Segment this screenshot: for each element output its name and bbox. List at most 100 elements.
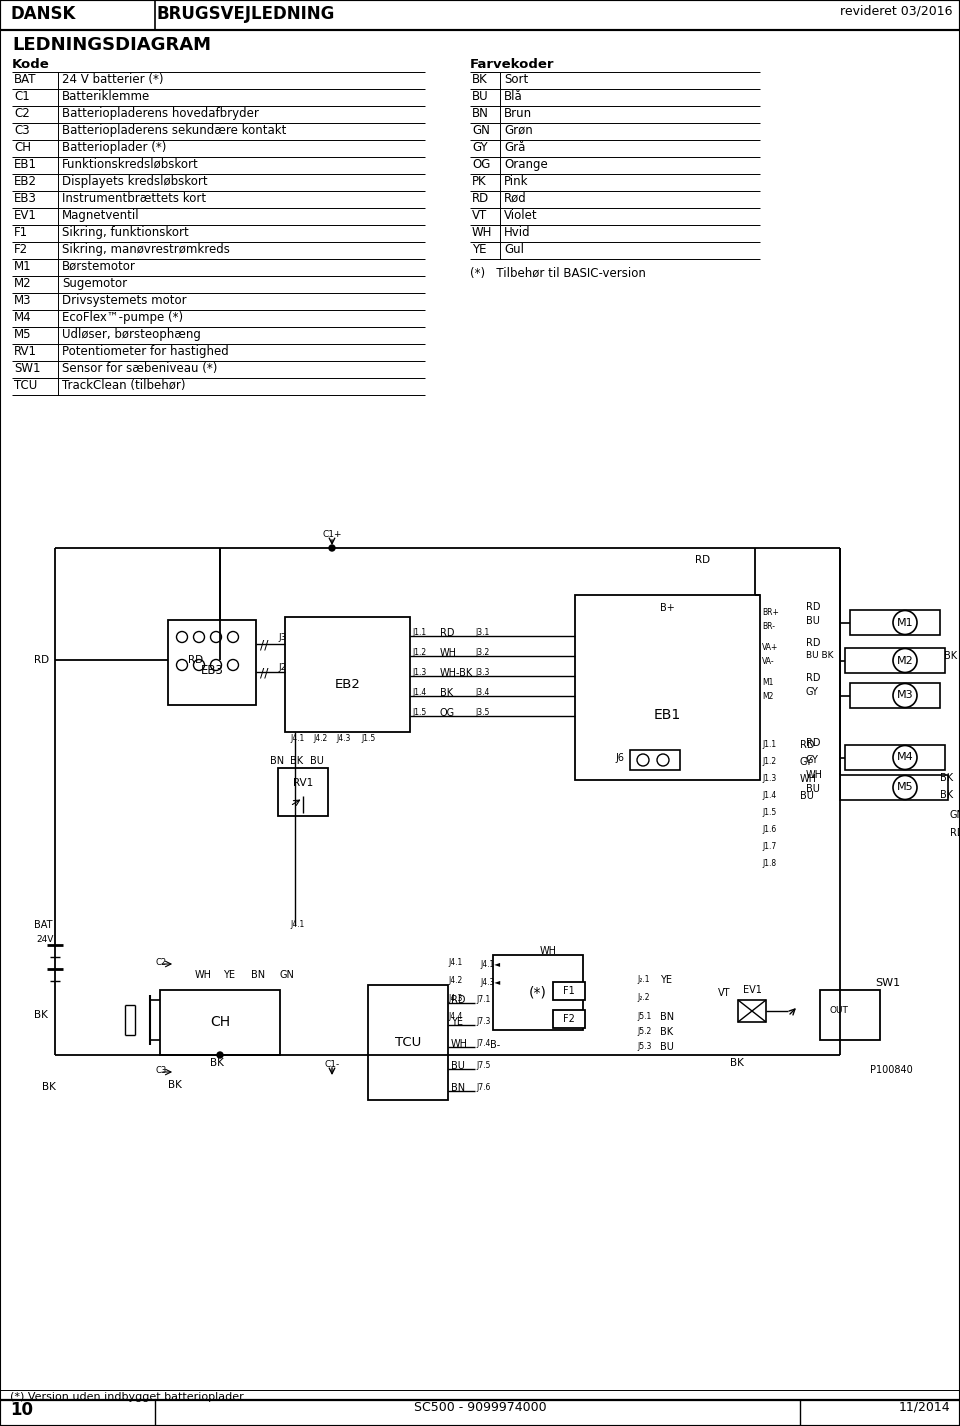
Text: M2: M2: [762, 692, 774, 702]
Text: J4.2: J4.2: [313, 734, 327, 743]
Text: WH: WH: [806, 770, 823, 780]
Text: VA+: VA+: [762, 643, 779, 652]
Text: Udløser, børsteophæng: Udløser, børsteophæng: [62, 328, 201, 341]
Text: C2: C2: [14, 107, 30, 120]
Text: J1.3: J1.3: [762, 774, 777, 783]
Text: F2: F2: [564, 1014, 575, 1024]
Bar: [0, 1400, 960, 1426]
Circle shape: [893, 610, 917, 635]
Text: 24 V batterier (*): 24 V batterier (*): [62, 73, 163, 86]
Text: SW1: SW1: [14, 362, 40, 375]
Text: VA-: VA-: [762, 657, 775, 666]
Text: RD: RD: [950, 829, 960, 838]
Bar: [0, 0, 960, 30]
Bar: [160, 990, 280, 1055]
Text: BU: BU: [806, 784, 820, 794]
Text: //: //: [260, 637, 269, 652]
Text: Grå: Grå: [504, 141, 525, 154]
Circle shape: [637, 754, 649, 766]
Text: J4.1◄: J4.1◄: [480, 960, 500, 970]
Circle shape: [893, 649, 917, 673]
Text: revideret 03/2016: revideret 03/2016: [839, 6, 952, 19]
Text: TCU: TCU: [395, 1037, 421, 1050]
Text: M1: M1: [762, 677, 774, 687]
Text: Farvekoder: Farvekoder: [470, 58, 555, 71]
Text: J3: J3: [278, 633, 286, 643]
Circle shape: [177, 632, 187, 643]
Text: BK: BK: [660, 1027, 673, 1037]
Text: 24V: 24V: [36, 935, 54, 944]
Text: 10: 10: [10, 1400, 33, 1419]
Text: M3: M3: [897, 690, 913, 700]
Text: M1: M1: [897, 617, 913, 627]
Text: RD: RD: [806, 673, 821, 683]
Text: VT: VT: [472, 210, 488, 222]
Text: J3.5: J3.5: [475, 707, 490, 717]
Bar: [168, 620, 256, 704]
Text: P100840: P100840: [870, 1065, 913, 1075]
Text: J1.4: J1.4: [762, 791, 777, 800]
Text: EB3: EB3: [14, 193, 36, 205]
Text: Batteriopladerens sekundære kontakt: Batteriopladerens sekundære kontakt: [62, 124, 286, 137]
Text: BK: BK: [940, 790, 953, 800]
Bar: [575, 595, 760, 780]
Text: J₂.1: J₂.1: [637, 975, 650, 984]
Text: OG: OG: [472, 158, 491, 171]
Text: BAT: BAT: [34, 920, 53, 930]
Text: RD: RD: [695, 555, 710, 565]
Text: WH: WH: [540, 945, 557, 955]
Text: Kode: Kode: [12, 58, 50, 71]
Text: WH: WH: [440, 647, 457, 657]
Text: J1.1: J1.1: [412, 627, 426, 637]
Text: Sensor for sæbeniveau (*): Sensor for sæbeniveau (*): [62, 362, 217, 375]
Text: M1: M1: [14, 260, 32, 272]
Bar: [285, 617, 410, 732]
Text: J4.3: J4.3: [448, 994, 463, 1002]
Text: RD: RD: [806, 637, 821, 647]
Text: Drivsystemets motor: Drivsystemets motor: [62, 294, 186, 307]
Text: RD: RD: [451, 995, 466, 1005]
Text: CH: CH: [14, 141, 31, 154]
Text: EB2: EB2: [335, 677, 360, 692]
Text: Gul: Gul: [504, 242, 524, 257]
Text: J5.2: J5.2: [637, 1027, 651, 1037]
Text: M5: M5: [897, 783, 913, 793]
Text: Rød: Rød: [504, 193, 527, 205]
Text: YE: YE: [223, 970, 235, 980]
Text: C1+: C1+: [323, 530, 342, 539]
Text: M4: M4: [897, 753, 913, 763]
Text: EV1: EV1: [14, 210, 36, 222]
Text: RD: RD: [800, 740, 814, 750]
Text: Displayets kredsløbskort: Displayets kredsløbskort: [62, 175, 207, 188]
Text: PK: PK: [472, 175, 487, 188]
Text: 11/2014: 11/2014: [899, 1400, 950, 1415]
Bar: [840, 774, 948, 800]
Text: Sort: Sort: [504, 73, 528, 86]
Text: //: //: [260, 666, 269, 679]
Text: Sikring, manøvrestrømkreds: Sikring, manøvrestrømkreds: [62, 242, 229, 257]
Text: BU BK: BU BK: [806, 652, 833, 660]
Bar: [630, 750, 680, 770]
Text: BU: BU: [451, 1061, 465, 1071]
Text: F1: F1: [14, 225, 28, 240]
Text: OUT: OUT: [830, 1005, 849, 1015]
Text: GN: GN: [950, 810, 960, 820]
Text: BN: BN: [660, 1012, 674, 1022]
Text: BK: BK: [440, 687, 453, 697]
Text: (*): (*): [529, 985, 547, 1000]
Text: J7.1: J7.1: [476, 995, 491, 1004]
Text: WH: WH: [451, 1040, 468, 1050]
Circle shape: [329, 545, 335, 550]
Text: BR+: BR+: [762, 607, 779, 617]
Text: VT: VT: [718, 988, 731, 998]
Text: DANSK: DANSK: [10, 6, 76, 23]
Text: J6: J6: [615, 753, 624, 763]
Text: J1.3: J1.3: [412, 667, 426, 677]
Text: J3.1: J3.1: [475, 627, 490, 637]
Text: J1.5: J1.5: [412, 707, 426, 717]
Text: SC500 - 9099974000: SC500 - 9099974000: [414, 1400, 546, 1415]
Text: RD: RD: [472, 193, 490, 205]
Text: C1: C1: [14, 90, 30, 103]
Bar: [368, 985, 448, 1099]
Text: RD: RD: [806, 739, 821, 749]
